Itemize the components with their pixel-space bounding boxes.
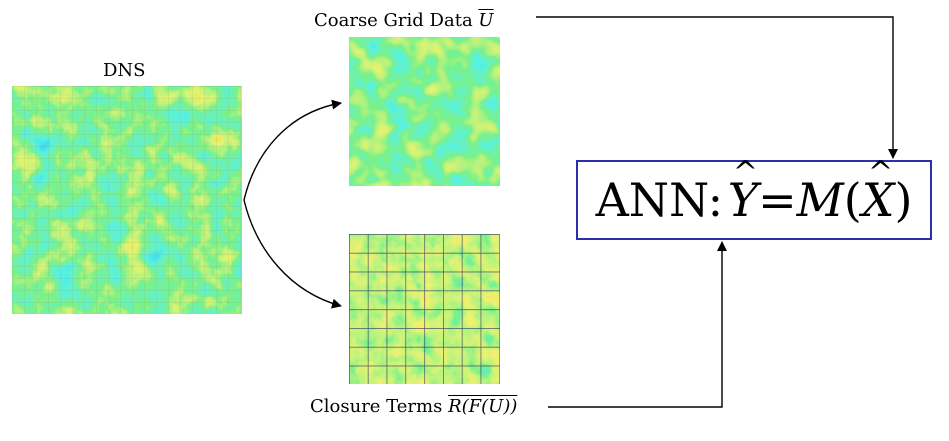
coarse-grid-label: Coarse Grid Data U [314,10,494,31]
closure-terms-label: Closure Terms R(F(U)) [310,396,518,417]
dns-to-closure-arrow [243,199,342,309]
coarse-grid-field-image [349,37,500,186]
dns-field-image [12,86,242,314]
x-hat-symbol: X [862,173,895,227]
closure-to-ann-arrow [548,241,727,408]
closure-terms-field-image [349,234,500,384]
ann-model-box: ANN: Y = M(X) [576,160,932,240]
y-hat-symbol: Y [728,173,758,227]
coarse-to-ann-arrow [536,16,898,159]
dns-label: DNS [103,60,146,81]
dns-to-coarse-arrow [243,99,342,201]
